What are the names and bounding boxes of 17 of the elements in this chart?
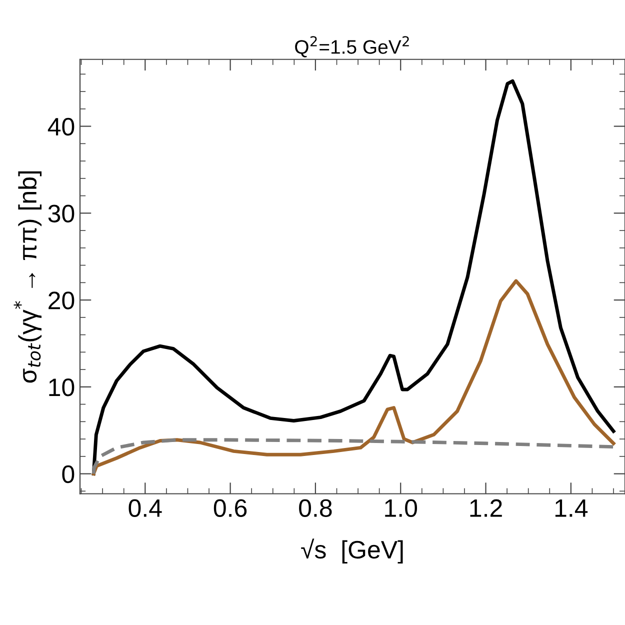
- x-tick-label: 0.6: [214, 499, 247, 517]
- x-axis-title: √s [GeV]: [301, 538, 403, 564]
- y-tick-label: 20: [48, 292, 74, 310]
- line-series: [92, 79, 616, 476]
- y-tick-label: 30: [48, 204, 74, 222]
- y-tick-label: 40: [48, 118, 74, 136]
- x-tick-label: 0.8: [299, 499, 332, 517]
- y-tick-label: 10: [49, 378, 74, 396]
- x-tick-label: 1.2: [470, 499, 502, 517]
- x-tick-label: 0.4: [128, 499, 162, 517]
- y-tick-label: 0: [62, 465, 74, 484]
- chart-title: Q$^{2}$=1.5 GeV$^{2}$: [295, 36, 409, 58]
- x-tick-label: 1.0: [385, 499, 418, 517]
- line-series: [92, 279, 616, 476]
- y-axis-title: σ$_{tot}$(γγ$^{*}$ → ππ) [nb]: [14, 171, 42, 383]
- x-tick-label: 1.4: [555, 500, 588, 517]
- line-series: [92, 438, 616, 476]
